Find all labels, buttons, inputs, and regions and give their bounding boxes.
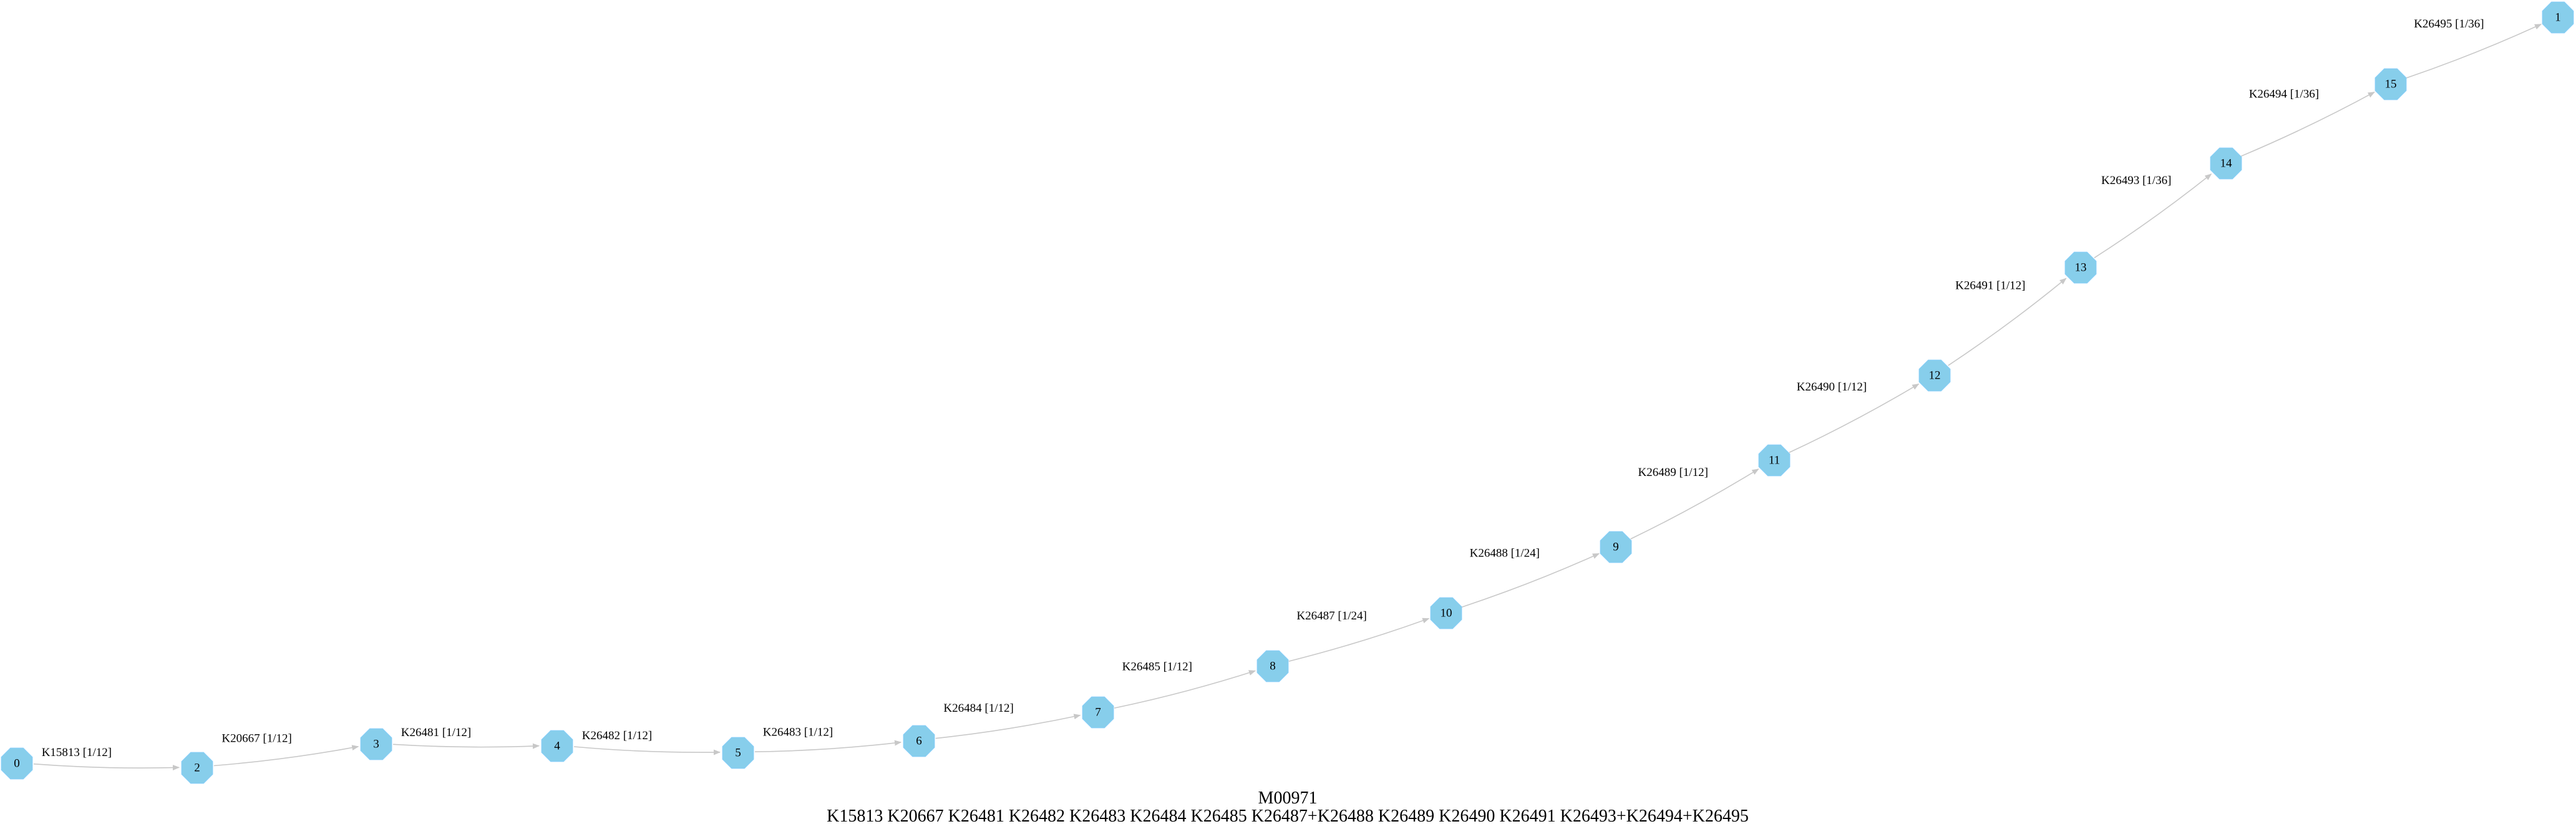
edge-label-3-4: K26481 [1/12]: [401, 726, 471, 739]
edge-14-15: [2240, 91, 2375, 157]
node-label-6: 6: [916, 735, 922, 748]
node-shape-2: [181, 752, 213, 784]
node-shape-4: [541, 730, 573, 762]
node-shape-11: [1758, 444, 1791, 477]
nodes-layer: 0 2 3 4 5 6 7 8 10 9 11 12 13 14 15 1: [1, 1, 2574, 784]
edge-9-11: [1630, 468, 1759, 540]
node-label-14: 14: [2220, 157, 2233, 170]
edge-label-8-10: K26487 [1/24]: [1296, 609, 1366, 623]
node-label-5: 5: [735, 747, 741, 760]
node-3: 3: [360, 728, 392, 760]
edge-7-8: [1114, 670, 1256, 709]
edge-label-6-7: K26484 [1/12]: [943, 702, 1013, 715]
node-0: 0: [1, 747, 33, 780]
node-12: 12: [1918, 359, 1951, 392]
node-label-8: 8: [1270, 660, 1276, 673]
edge-label-0-2: K15813 [1/12]: [42, 746, 112, 759]
node-shape-9: [1600, 531, 1632, 563]
node-shape-10: [1430, 597, 1462, 629]
edge-2-3: [213, 745, 359, 767]
edge-6-7: [935, 714, 1081, 739]
node-label-1: 1: [2555, 11, 2561, 24]
node-14: 14: [2210, 147, 2242, 180]
edge-8-10: [1288, 618, 1430, 662]
edge-label-7-8: K26485 [1/12]: [1122, 661, 1192, 674]
node-5: 5: [722, 737, 754, 769]
node-15: 15: [2374, 68, 2407, 100]
node-11: 11: [1758, 444, 1791, 477]
node-2: 2: [181, 752, 213, 784]
edge-13-14: [2094, 173, 2212, 258]
node-label-10: 10: [1441, 607, 1452, 620]
edge-label-13-14: K26493 [1/36]: [2101, 174, 2171, 187]
node-9: 9: [1600, 531, 1632, 563]
node-shape-6: [903, 725, 935, 757]
node-label-3: 3: [373, 738, 379, 751]
edge-label-5-6: K26483 [1/12]: [763, 725, 833, 739]
edge-0-2: [33, 763, 180, 771]
node-label-15: 15: [2385, 78, 2397, 91]
edge-12-13: [1948, 278, 2067, 366]
node-label-7: 7: [1095, 706, 1101, 719]
edge-label-10-9: K26488 [1/24]: [1470, 547, 1540, 560]
node-6: 6: [903, 725, 935, 757]
node-label-4: 4: [554, 740, 560, 753]
edge-label-4-5: K26482 [1/12]: [582, 729, 652, 742]
node-shape-5: [722, 737, 754, 769]
node-shape-12: [1918, 359, 1951, 392]
node-label-0: 0: [14, 757, 20, 770]
node-10: 10: [1430, 597, 1462, 629]
node-label-2: 2: [194, 762, 200, 775]
edge-label-14-15: K26494 [1/36]: [2249, 88, 2319, 101]
node-label-11: 11: [1769, 454, 1780, 467]
edge-label-9-11: K26489 [1/12]: [1638, 466, 1708, 479]
node-shape-15: [2374, 68, 2407, 100]
node-4: 4: [541, 730, 573, 762]
module-definition: K15813 K20667 K26481 K26482 K26483 K2648…: [827, 807, 1749, 826]
edge-label-12-13: K26491 [1/12]: [1955, 279, 2025, 292]
module-id: M00971: [1258, 788, 1318, 808]
node-shape-14: [2210, 147, 2242, 180]
node-shape-1: [2542, 1, 2574, 34]
node-shape-0: [1, 747, 33, 780]
node-13: 13: [2064, 251, 2097, 284]
node-shape-7: [1082, 696, 1114, 729]
node-shape-13: [2064, 251, 2097, 284]
node-8: 8: [1256, 650, 1289, 682]
node-shape-8: [1256, 650, 1289, 682]
node-label-12: 12: [1929, 369, 1941, 382]
node-label-9: 9: [1613, 541, 1619, 554]
node-7: 7: [1082, 696, 1114, 729]
edge-15-1: [2406, 24, 2542, 79]
node-1: 1: [2542, 1, 2574, 34]
edge-10-9: [1461, 553, 1600, 608]
edge-4-5: [573, 746, 721, 755]
edge-label-15-1: K26495 [1/36]: [2414, 17, 2484, 31]
edge-3-4: [392, 743, 540, 749]
edges-layer: K15813 [1/12] K20667 [1/12] K26481 [1/12] K…: [33, 17, 2542, 771]
edge-label-2-3: K20667 [1/12]: [221, 732, 291, 745]
node-shape-3: [360, 728, 392, 760]
edge-label-11-12: K26490 [1/12]: [1797, 381, 1867, 394]
node-label-13: 13: [2075, 261, 2087, 274]
edge-11-12: [1789, 383, 1920, 453]
edge-5-6: [754, 740, 902, 752]
